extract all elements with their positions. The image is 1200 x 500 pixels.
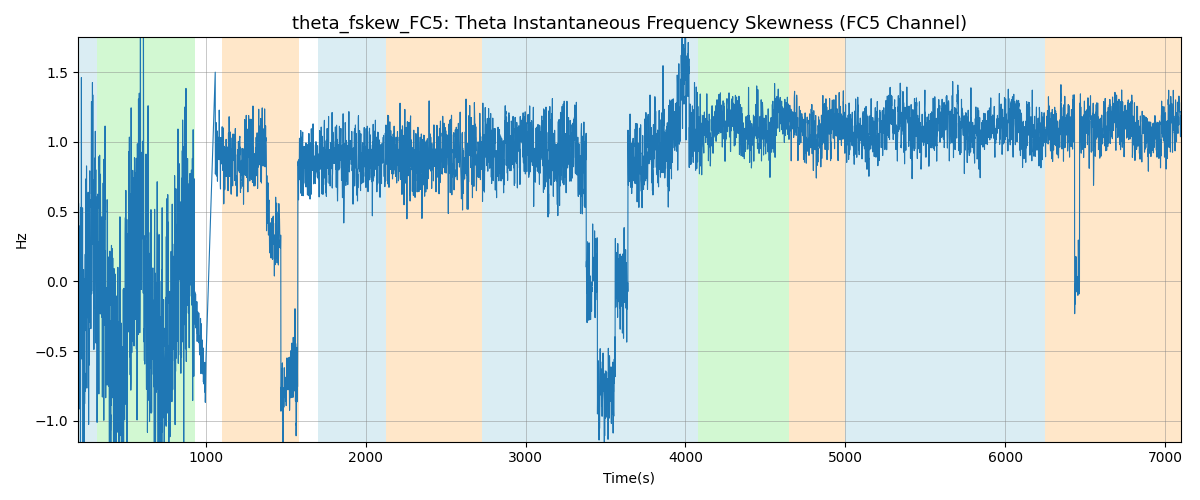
Bar xyxy=(386,38,482,442)
Bar xyxy=(845,38,1045,442)
Bar xyxy=(1045,38,1093,442)
Bar xyxy=(222,38,299,442)
Bar xyxy=(78,38,97,442)
Bar xyxy=(97,38,194,442)
Bar xyxy=(790,38,845,442)
Title: theta_fskew_FC5: Theta Instantaneous Frequency Skewness (FC5 Channel): theta_fskew_FC5: Theta Instantaneous Fre… xyxy=(292,15,967,34)
Y-axis label: Hz: Hz xyxy=(14,230,29,248)
Bar xyxy=(482,38,678,442)
X-axis label: Time(s): Time(s) xyxy=(604,471,655,485)
Bar xyxy=(1093,38,1181,442)
Bar xyxy=(698,38,790,442)
Bar xyxy=(678,38,698,442)
Bar xyxy=(318,38,386,442)
